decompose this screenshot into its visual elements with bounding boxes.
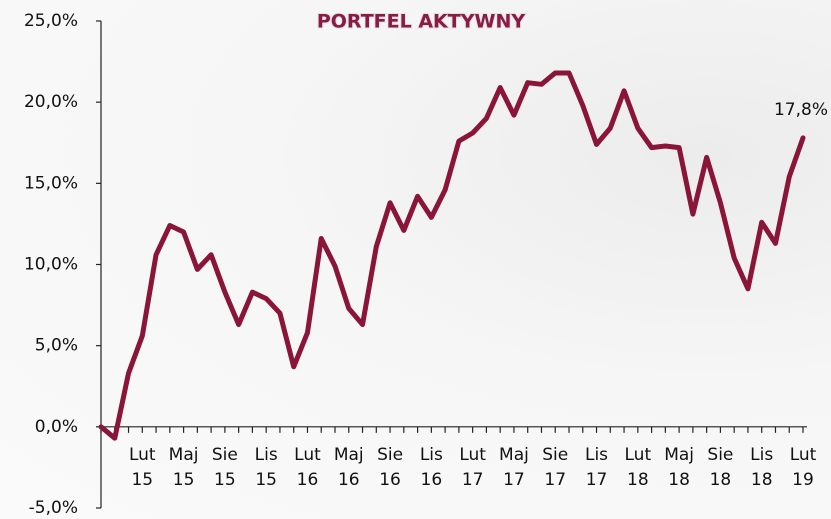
y-tick-label: 25,0%: [24, 11, 78, 31]
x-tick-label: Sie 16: [377, 445, 403, 490]
x-tick-label: Lut 16: [294, 445, 321, 490]
x-tick-label: Maj 17: [499, 445, 529, 490]
x-tick-label: Lut 19: [790, 445, 817, 490]
x-tick-label: Lis 18: [750, 445, 773, 490]
chart-title: PORTFEL AKTYWNY: [317, 11, 525, 33]
x-tick-label: Maj 15: [169, 445, 199, 490]
x-tick-label: Sie 15: [212, 445, 238, 490]
line: [98, 70, 806, 441]
x-tick-label: Lis 16: [420, 445, 443, 490]
data-label: 17,8%: [774, 100, 828, 120]
y-tick-label: 20,0%: [24, 92, 78, 112]
x-tick-label: Sie 17: [542, 445, 568, 490]
x-tick-label: Maj 16: [334, 445, 364, 490]
x-tick-label: Lut 18: [625, 445, 652, 490]
y-tick-label: 10,0%: [24, 255, 78, 275]
x-tick-label: Lut 15: [129, 445, 156, 490]
y-tick-label: 5,0%: [35, 336, 78, 356]
x-tick-label: Lut 17: [459, 445, 486, 490]
y-tick-label: -5,0%: [29, 498, 78, 518]
x-tick-label: Maj 18: [664, 445, 694, 490]
x-tick-label: Lis 15: [255, 445, 278, 490]
y-tick-label: 0,0%: [35, 417, 78, 437]
x-tick-label: Sie 18: [707, 445, 733, 490]
y-tick-label: 15,0%: [24, 173, 78, 193]
x-tick-label: Lis 17: [585, 445, 608, 490]
